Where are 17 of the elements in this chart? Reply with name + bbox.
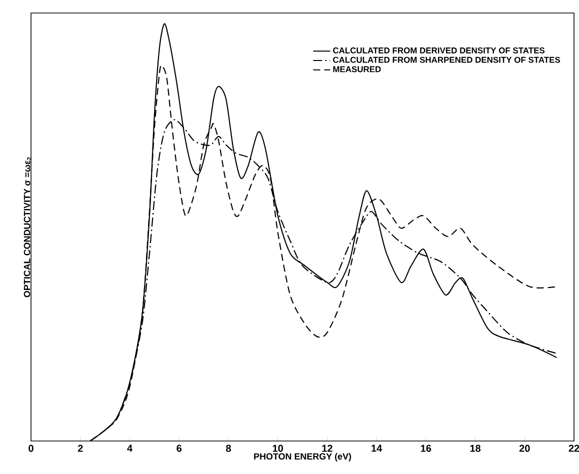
legend-label: MEASURED	[333, 66, 381, 72]
x-tick-label: 0	[28, 444, 34, 452]
x-tick-label: 6	[176, 444, 182, 452]
legend-label: CALCULATED FROM SHARPENED DENSITY OF STATES	[333, 56, 560, 63]
x-tick-label: 18	[470, 444, 481, 452]
x-tick-label: 10	[272, 444, 283, 452]
x-tick-label: 16	[421, 444, 432, 452]
legend-label: CALCULATED FROM DERIVED DENSITY OF STATES	[333, 47, 545, 54]
x-tick-label: 20	[519, 444, 530, 452]
y-axis-title: OPTICAL CONDUCTIVITY σ =ωε$_{2}$	[24, 157, 32, 298]
x-tick-label: 22	[568, 444, 579, 452]
x-tick-label: 12	[322, 444, 332, 452]
x-tick-label: 8	[226, 444, 231, 452]
x-axis-title: PHOTON ENERGY (eV)	[254, 452, 352, 462]
x-tick-label: 2	[78, 444, 83, 452]
x-tick-label: 4	[127, 444, 132, 452]
x-tick-label: 14	[372, 444, 382, 452]
